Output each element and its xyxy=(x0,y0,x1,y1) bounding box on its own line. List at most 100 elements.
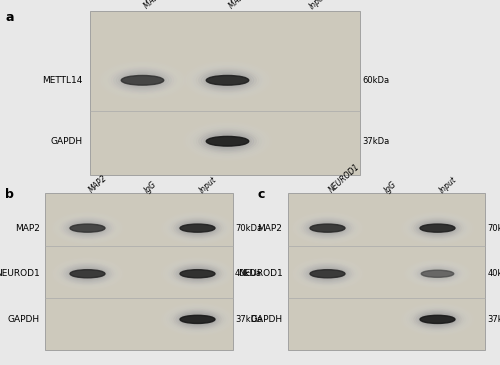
Ellipse shape xyxy=(410,216,466,240)
Text: Input: Input xyxy=(308,0,328,11)
Text: a: a xyxy=(5,11,14,24)
Ellipse shape xyxy=(416,220,459,236)
Ellipse shape xyxy=(56,214,120,242)
Ellipse shape xyxy=(416,311,459,327)
Ellipse shape xyxy=(418,266,458,281)
Ellipse shape xyxy=(174,310,222,329)
Ellipse shape xyxy=(64,264,112,283)
Text: MAP2 sense strand: MAP2 sense strand xyxy=(142,0,203,11)
Ellipse shape xyxy=(412,218,464,239)
Ellipse shape xyxy=(106,65,179,96)
Bar xyxy=(288,193,485,350)
Ellipse shape xyxy=(408,215,468,241)
Ellipse shape xyxy=(418,221,457,235)
Ellipse shape xyxy=(412,309,464,330)
Text: Input: Input xyxy=(198,174,218,195)
Text: c: c xyxy=(258,188,265,201)
Ellipse shape xyxy=(121,73,164,87)
Ellipse shape xyxy=(310,270,345,278)
Ellipse shape xyxy=(172,218,224,239)
Ellipse shape xyxy=(170,262,226,285)
Ellipse shape xyxy=(70,224,105,232)
Ellipse shape xyxy=(410,262,466,285)
Ellipse shape xyxy=(308,267,347,281)
Ellipse shape xyxy=(176,266,219,282)
Ellipse shape xyxy=(302,218,354,239)
Text: MAP2: MAP2 xyxy=(88,173,110,195)
Ellipse shape xyxy=(302,263,354,284)
Ellipse shape xyxy=(56,260,120,288)
Ellipse shape xyxy=(168,261,228,287)
Ellipse shape xyxy=(308,221,347,235)
Ellipse shape xyxy=(66,220,109,236)
Text: 37kDa: 37kDa xyxy=(235,315,262,324)
Ellipse shape xyxy=(414,219,462,238)
Ellipse shape xyxy=(176,220,219,236)
Ellipse shape xyxy=(180,314,215,325)
Ellipse shape xyxy=(306,266,349,282)
Ellipse shape xyxy=(62,218,114,239)
Ellipse shape xyxy=(178,221,217,235)
Ellipse shape xyxy=(306,220,349,236)
Ellipse shape xyxy=(206,76,249,85)
Text: IgG: IgG xyxy=(142,179,158,195)
Ellipse shape xyxy=(206,134,249,148)
Ellipse shape xyxy=(300,262,356,285)
Ellipse shape xyxy=(70,270,105,278)
Ellipse shape xyxy=(66,266,109,282)
Text: GAPDH: GAPDH xyxy=(8,315,40,324)
Ellipse shape xyxy=(296,214,360,242)
Ellipse shape xyxy=(201,131,254,151)
Ellipse shape xyxy=(421,270,454,277)
Ellipse shape xyxy=(310,224,345,232)
Ellipse shape xyxy=(201,70,254,90)
Ellipse shape xyxy=(408,307,468,332)
Ellipse shape xyxy=(296,260,360,288)
Text: 70kDa: 70kDa xyxy=(488,224,500,233)
Text: GAPDH: GAPDH xyxy=(50,137,82,146)
Text: Input: Input xyxy=(438,174,458,195)
Ellipse shape xyxy=(68,267,107,281)
Text: NEUROD1: NEUROD1 xyxy=(328,162,362,195)
Ellipse shape xyxy=(170,216,226,240)
Ellipse shape xyxy=(198,130,256,152)
Ellipse shape xyxy=(118,72,166,89)
Text: 40kDa: 40kDa xyxy=(488,269,500,278)
Ellipse shape xyxy=(420,268,456,280)
Ellipse shape xyxy=(408,261,468,286)
Text: 70kDa: 70kDa xyxy=(235,224,262,233)
Ellipse shape xyxy=(300,216,356,240)
Ellipse shape xyxy=(304,219,352,238)
Text: 60kDa: 60kDa xyxy=(362,76,390,85)
Text: MAP2: MAP2 xyxy=(258,224,282,233)
Ellipse shape xyxy=(204,72,252,89)
Ellipse shape xyxy=(180,268,215,280)
Bar xyxy=(45,193,232,350)
Ellipse shape xyxy=(62,263,114,284)
Ellipse shape xyxy=(420,222,455,234)
Ellipse shape xyxy=(68,221,107,235)
Text: IgG: IgG xyxy=(382,179,398,195)
Ellipse shape xyxy=(196,129,259,154)
Ellipse shape xyxy=(116,70,169,90)
Ellipse shape xyxy=(166,260,230,288)
Ellipse shape xyxy=(420,314,455,325)
Text: NEUROD1: NEUROD1 xyxy=(238,269,282,278)
Ellipse shape xyxy=(196,68,259,93)
Ellipse shape xyxy=(64,219,112,238)
Ellipse shape xyxy=(70,222,105,234)
Ellipse shape xyxy=(298,215,358,241)
Ellipse shape xyxy=(414,310,462,329)
Ellipse shape xyxy=(70,268,105,280)
Ellipse shape xyxy=(178,267,217,281)
Ellipse shape xyxy=(310,268,345,280)
Ellipse shape xyxy=(114,69,172,91)
Text: METTL14: METTL14 xyxy=(42,76,82,85)
Ellipse shape xyxy=(420,224,455,232)
Text: b: b xyxy=(5,188,14,201)
Ellipse shape xyxy=(194,66,262,94)
Ellipse shape xyxy=(174,219,222,238)
Ellipse shape xyxy=(206,73,249,87)
Ellipse shape xyxy=(170,308,226,331)
Text: MAP2 antisense strand: MAP2 antisense strand xyxy=(228,0,298,11)
